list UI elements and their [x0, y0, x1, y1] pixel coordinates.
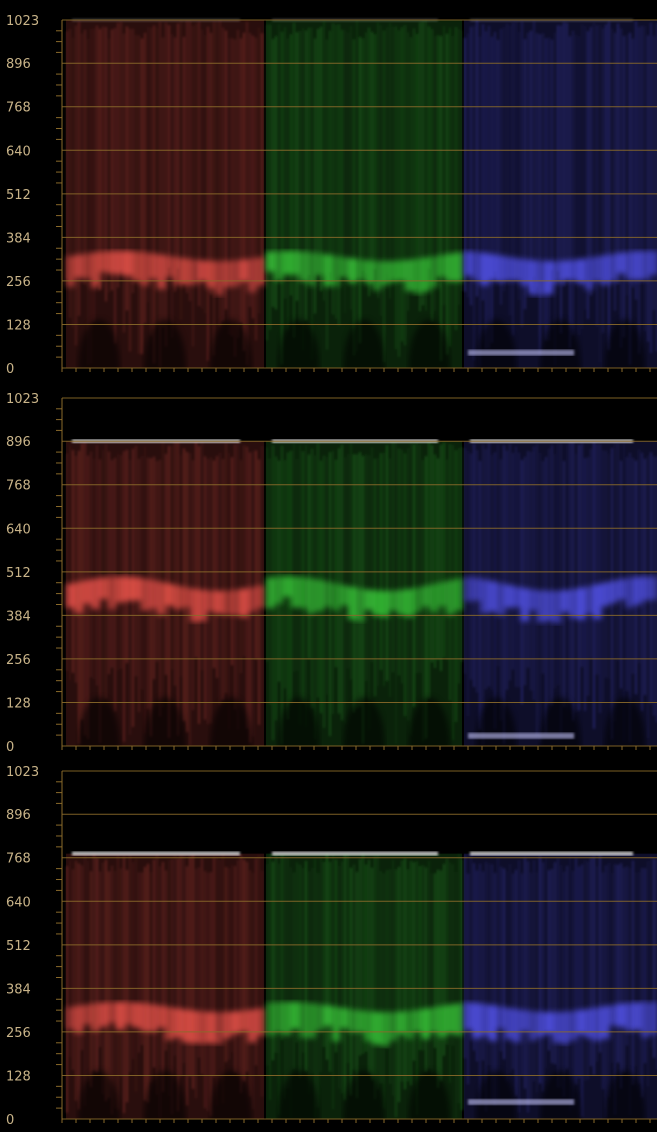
axis-tick-label: 384 — [6, 231, 31, 246]
green-trace-streaks — [266, 853, 463, 1119]
green-clip-highlight — [272, 851, 438, 856]
blue-trace-dense-band — [464, 576, 657, 624]
axis-tick-label: 1023 — [6, 765, 39, 780]
blue-floor-trace — [468, 349, 575, 356]
axis-tick-label: 768 — [6, 479, 31, 494]
red-trace-streaks — [66, 853, 263, 1119]
axis-tick-label: 640 — [6, 144, 31, 159]
axis-tick-label: 640 — [6, 522, 31, 537]
red-clip-highlight — [72, 851, 240, 856]
waveform-panel-2-red-channel — [66, 439, 265, 795]
axis-tick-label: 640 — [6, 895, 31, 910]
waveform-panel-2-green-channel — [266, 439, 463, 795]
red-trace-dense-band — [66, 1001, 265, 1045]
axis-tick-label: 896 — [6, 435, 31, 450]
axis-tick-label: 384 — [6, 609, 31, 624]
waveform-panel-3-green-channel — [266, 851, 463, 1132]
axis-tick-label: 384 — [6, 982, 31, 997]
waveform-panel-1-green-channel — [266, 18, 463, 417]
axis-tick-label: 0 — [6, 740, 14, 755]
axis-tick-label: 512 — [6, 939, 31, 954]
blue-floor-trace — [468, 1098, 575, 1105]
waveform-panel-2-blue-channel — [464, 439, 657, 795]
axis-tick-label: 896 — [6, 57, 31, 72]
blue-floor-trace — [468, 732, 575, 739]
red-trace-dense-band — [66, 250, 265, 296]
blue-trace-dense-band — [464, 1001, 657, 1045]
axis-tick-label: 768 — [6, 101, 31, 116]
axis-tick-label: 256 — [6, 275, 31, 290]
axis-tick-label: 1023 — [6, 14, 39, 29]
axis-tick-label: 0 — [6, 1113, 14, 1128]
red-trace-shadows — [77, 1070, 253, 1132]
axis-tick-label: 256 — [6, 653, 31, 668]
waveform-panel-1-blue-channel — [464, 18, 657, 417]
axis-tick-label: 128 — [6, 318, 31, 333]
green-trace-shadows — [277, 1070, 451, 1132]
axis-tick-label: 768 — [6, 852, 31, 867]
waveform-panel-1: 1023 896 768 640 512 384 256 128 0 — [6, 14, 657, 417]
green-trace-dense-band — [266, 1001, 463, 1047]
axis-tick-label: 256 — [6, 1026, 31, 1041]
blue-trace-streaks — [464, 853, 657, 1118]
waveform-panel-3-blue-channel — [464, 851, 657, 1132]
axis-tick-label: 1023 — [6, 392, 39, 407]
red-trace-dense-band — [66, 576, 265, 622]
waveform-panel-3: 1023 896 768 640 512 384 256 128 0 — [6, 765, 657, 1132]
axis-tick-label: 512 — [6, 566, 31, 581]
green-trace-dense-band — [266, 576, 463, 622]
axis-tick-label: 0 — [6, 362, 14, 377]
axis-tick-label: 128 — [6, 696, 31, 711]
blue-trace-dense-band — [464, 250, 657, 296]
waveform-panel-1-red-channel — [66, 18, 265, 417]
waveform-panel-3-red-channel — [66, 851, 265, 1132]
axis-tick-label: 512 — [6, 188, 31, 203]
blue-trace-streaks — [464, 20, 657, 367]
blue-clip-highlight — [470, 851, 633, 856]
axis-tick-label: 896 — [6, 808, 31, 823]
axis-tick-label: 128 — [6, 1069, 31, 1084]
green-trace-dense-band — [266, 250, 463, 294]
waveform-panel-2: 1023 896 768 640 512 384 256 128 0 — [6, 392, 657, 795]
